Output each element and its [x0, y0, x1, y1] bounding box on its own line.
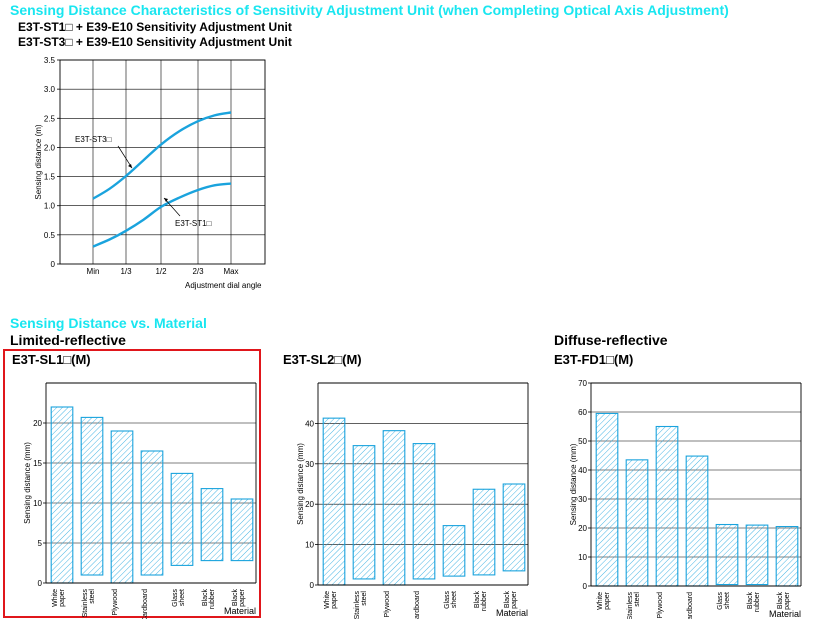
y-tick-label: 60 — [578, 408, 587, 417]
category-label: paper — [604, 591, 611, 610]
category-label: Cardboard — [687, 592, 694, 619]
category-label: Glass — [444, 591, 451, 609]
limited-reflective-label: Limited-reflective — [10, 332, 126, 348]
category-label: paper — [331, 590, 338, 609]
x-tick-label: 2/3 — [192, 267, 204, 276]
category-label: sheet — [451, 591, 458, 608]
category-label: White — [324, 591, 331, 609]
category-label: Black — [504, 591, 511, 609]
category-label: Black — [474, 591, 481, 609]
bar — [625, 459, 649, 587]
x-axis-label: Material — [769, 609, 801, 619]
chart-title-sl1: E3T-SL1□(M) — [12, 352, 91, 367]
series-line-st3 — [92, 111, 232, 200]
y-tick-label: 3.0 — [44, 85, 56, 94]
y-tick-label: 10 — [578, 553, 587, 562]
category-label: paper — [784, 591, 791, 610]
plot-frame — [59, 59, 266, 265]
y-tick-label: 0.5 — [44, 231, 56, 240]
annotation-arrow-st3 — [128, 164, 132, 168]
y-tick-label: 2.0 — [44, 143, 56, 152]
category-label: Plywood — [384, 591, 391, 618]
highlight-frame — [3, 349, 261, 618]
bar — [595, 412, 619, 587]
bar — [412, 443, 436, 580]
y-tick-label: 40 — [578, 466, 587, 475]
bar — [352, 445, 376, 580]
bar — [502, 483, 526, 572]
y-tick-label: 30 — [305, 460, 314, 469]
category-label: Plywood — [657, 592, 664, 619]
y-tick-label: 40 — [305, 419, 314, 428]
y-tick-label: 0 — [51, 260, 56, 269]
category-label: steel — [634, 592, 641, 607]
chart-title-sl2: E3T-SL2□(M) — [283, 352, 362, 367]
x-axis-label: Material — [496, 608, 528, 618]
annotation-leader-st3 — [117, 145, 133, 169]
section-title-material: Sensing Distance vs. Material — [10, 315, 207, 331]
subtitle-st1: E3T-ST1□ + E39-E10 Sensitivity Adjustmen… — [18, 20, 292, 34]
x-tick-label: Max — [223, 267, 238, 276]
category-label: steel — [361, 591, 368, 606]
bar — [775, 525, 799, 587]
category-label: Black — [747, 592, 754, 610]
series-label-st3: E3T-ST3□ — [75, 135, 112, 144]
y-tick-label: 10 — [305, 541, 314, 550]
subtitle-st3: E3T-ST3□ + E39-E10 Sensitivity Adjustmen… — [18, 35, 292, 49]
y-tick-label: 20 — [578, 524, 587, 533]
x-tick-label: Min — [87, 267, 100, 276]
category-label: Stainless — [354, 591, 361, 619]
bar — [655, 425, 679, 587]
annotation-leader-st1 — [163, 197, 181, 217]
series-line-st1 — [92, 182, 232, 248]
bar — [382, 430, 406, 586]
y-tick-label: 20 — [305, 500, 314, 509]
y-tick-label: 30 — [578, 495, 587, 504]
x-tick-label: 1/3 — [120, 267, 132, 276]
y-tick-label: 1.5 — [44, 173, 56, 182]
y-tick-label: 0 — [310, 581, 315, 590]
category-label: rubber — [754, 591, 761, 612]
category-label: Glass — [717, 592, 724, 610]
diffuse-reflective-label: Diffuse-reflective — [554, 332, 668, 348]
bar — [322, 417, 346, 586]
chart-title-fd1: E3T-FD1□(M) — [554, 352, 634, 367]
bar — [715, 523, 739, 586]
main-title: Sensing Distance Characteristics of Sens… — [10, 2, 729, 18]
category-label: sheet — [724, 592, 731, 609]
y-axis-label: Sensing distance (mm) — [569, 443, 578, 525]
y-tick-label: 0 — [583, 582, 588, 591]
y-tick-label: 2.5 — [44, 114, 56, 123]
category-label: Cardboard — [414, 591, 421, 619]
y-tick-label: 3.5 — [44, 56, 56, 65]
bar — [745, 524, 769, 586]
annotation-arrow-st1 — [164, 198, 168, 202]
category-label: paper — [511, 590, 518, 609]
bar — [442, 525, 466, 577]
y-tick-label: 70 — [578, 379, 587, 388]
category-label: Black — [777, 592, 784, 610]
y-axis-label: Sensing distance (m) — [34, 124, 43, 199]
bar — [472, 488, 496, 576]
series-label-st1: E3T-ST1□ — [175, 219, 212, 228]
y-tick-label: 50 — [578, 437, 587, 446]
bar — [685, 455, 709, 587]
x-axis-label: Adjustment dial angle — [185, 281, 262, 290]
category-label: Stainless — [627, 592, 634, 619]
y-axis-label: Sensing distance (mm) — [296, 443, 305, 525]
category-label: White — [597, 592, 604, 610]
x-tick-label: 1/2 — [155, 267, 167, 276]
category-label: rubber — [481, 590, 488, 611]
y-tick-label: 1.0 — [44, 202, 56, 211]
